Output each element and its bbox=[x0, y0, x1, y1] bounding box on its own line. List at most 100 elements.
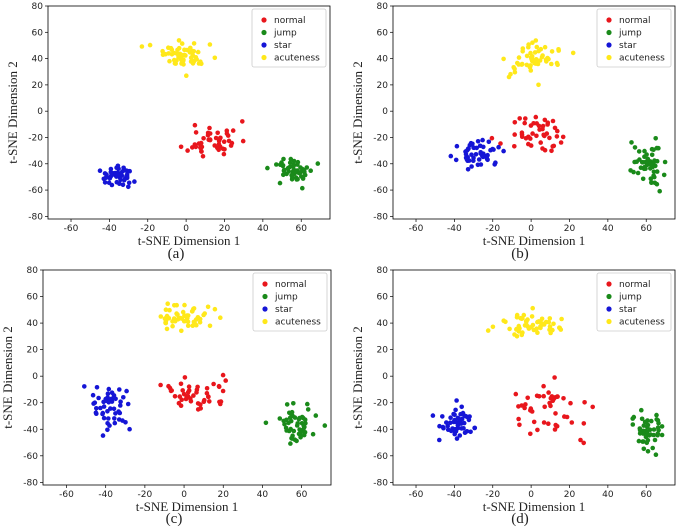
y-tick-label: -60 bbox=[373, 452, 388, 462]
data-point-jump bbox=[278, 162, 283, 167]
data-point-acuteness bbox=[184, 73, 189, 78]
data-point-normal bbox=[552, 427, 558, 432]
data-point-star bbox=[117, 181, 122, 186]
data-point-acuteness bbox=[557, 325, 562, 331]
data-point-jump bbox=[649, 146, 655, 152]
data-point-normal bbox=[545, 120, 551, 125]
data-point-normal bbox=[190, 145, 195, 150]
data-point-acuteness bbox=[549, 49, 555, 54]
data-point-normal bbox=[523, 116, 528, 121]
data-point-jump bbox=[654, 412, 659, 418]
data-point-normal bbox=[516, 404, 521, 409]
data-point-star bbox=[101, 415, 107, 421]
x-tick-label: -40 bbox=[98, 490, 113, 500]
data-point-acuteness bbox=[188, 45, 193, 51]
data-point-star bbox=[126, 184, 131, 190]
x-tick-label: -60 bbox=[59, 490, 74, 500]
x-tick-label: -20 bbox=[140, 224, 155, 234]
y-tick-label: 40 bbox=[377, 55, 389, 65]
data-point-acuteness bbox=[190, 52, 195, 58]
data-point-normal bbox=[558, 140, 564, 145]
data-point-normal bbox=[512, 120, 518, 125]
x-tick-label: 60 bbox=[296, 490, 308, 500]
data-point-normal bbox=[528, 406, 534, 411]
data-point-jump bbox=[277, 180, 283, 186]
data-point-normal bbox=[522, 120, 527, 126]
data-point-acuteness bbox=[207, 323, 213, 329]
data-point-normal bbox=[185, 389, 191, 395]
data-point-jump bbox=[299, 421, 305, 426]
data-point-star bbox=[132, 179, 137, 184]
scatter-points bbox=[448, 38, 668, 194]
data-point-jump bbox=[642, 148, 647, 154]
data-point-normal bbox=[216, 383, 222, 389]
data-point-jump bbox=[639, 416, 645, 422]
data-point-jump bbox=[289, 412, 295, 418]
data-point-jump bbox=[295, 421, 301, 426]
data-point-jump bbox=[632, 145, 638, 150]
legend-box bbox=[596, 8, 672, 68]
data-point-jump bbox=[286, 169, 292, 174]
data-point-normal bbox=[498, 141, 503, 146]
y-tick-label: 60 bbox=[27, 293, 39, 303]
data-point-star bbox=[125, 401, 131, 407]
panel-caption: (c) bbox=[166, 511, 183, 527]
data-point-star bbox=[126, 180, 132, 186]
data-point-acuteness bbox=[534, 326, 539, 332]
data-point-normal bbox=[489, 135, 495, 141]
data-point-jump bbox=[656, 420, 661, 426]
data-point-normal bbox=[177, 394, 183, 399]
data-point-acuteness bbox=[528, 68, 534, 73]
legend-marker-star bbox=[262, 306, 268, 312]
data-point-star bbox=[94, 406, 99, 411]
data-point-acuteness bbox=[514, 315, 520, 320]
data-point-acuteness bbox=[516, 55, 522, 60]
data-point-acuteness bbox=[163, 307, 169, 313]
data-point-star bbox=[103, 175, 109, 180]
data-point-jump bbox=[649, 418, 654, 424]
data-point-normal bbox=[590, 404, 595, 410]
data-point-jump bbox=[298, 435, 303, 440]
data-point-star bbox=[430, 413, 436, 418]
data-point-jump bbox=[630, 422, 636, 427]
data-point-jump bbox=[631, 169, 636, 175]
data-point-star bbox=[437, 423, 442, 429]
data-point-acuteness bbox=[181, 57, 186, 63]
data-point-acuteness bbox=[175, 47, 180, 53]
data-point-star bbox=[123, 168, 128, 173]
data-point-star bbox=[96, 395, 101, 401]
data-point-normal bbox=[217, 136, 223, 142]
data-point-star bbox=[461, 420, 467, 426]
data-point-jump bbox=[651, 427, 657, 432]
data-point-normal bbox=[158, 382, 163, 388]
data-point-jump bbox=[641, 439, 646, 444]
data-point-acuteness bbox=[542, 44, 548, 50]
data-point-star bbox=[448, 420, 453, 426]
data-point-normal bbox=[542, 404, 547, 410]
x-tick-label: -60 bbox=[409, 490, 424, 500]
x-tick-label: -40 bbox=[447, 224, 462, 234]
data-point-acuteness bbox=[174, 311, 179, 316]
y-axis-title: t-SNE Dimension 2 bbox=[350, 326, 365, 429]
data-point-acuteness bbox=[524, 53, 530, 59]
data-point-normal bbox=[538, 140, 543, 145]
panel-caption: (a) bbox=[168, 246, 185, 262]
data-point-jump bbox=[653, 136, 658, 141]
data-point-star bbox=[109, 172, 114, 178]
data-point-normal bbox=[517, 422, 522, 428]
data-point-normal bbox=[198, 406, 203, 411]
data-point-acuteness bbox=[519, 332, 525, 338]
data-point-acuteness bbox=[176, 38, 182, 43]
data-point-acuteness bbox=[547, 327, 552, 333]
data-point-jump bbox=[654, 158, 660, 164]
data-point-jump bbox=[282, 421, 287, 427]
data-point-jump bbox=[640, 176, 646, 182]
legend-marker-acuteness bbox=[606, 54, 612, 61]
data-point-normal bbox=[578, 437, 583, 443]
data-point-jump bbox=[288, 156, 294, 162]
data-point-jump bbox=[302, 417, 308, 423]
legend-label-normal: normal bbox=[619, 280, 651, 290]
data-point-star bbox=[444, 420, 449, 425]
data-point-jump bbox=[656, 427, 661, 433]
data-point-jump bbox=[295, 159, 301, 165]
